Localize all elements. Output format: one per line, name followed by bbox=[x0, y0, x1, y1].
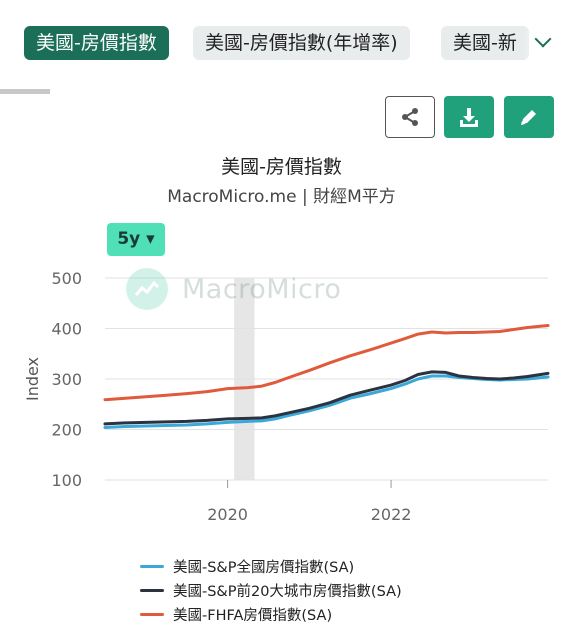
legend-label: 美國-FHFA房價指數(SA) bbox=[173, 607, 333, 624]
chart-title: 美國-房價指數 bbox=[221, 156, 342, 178]
share-icon bbox=[402, 108, 418, 126]
y-tick-label: 100 bbox=[51, 471, 82, 490]
legend-item[interactable]: 美國-FHFA房價指數(SA) bbox=[140, 602, 402, 626]
legend-label: 美國-S&P前20大城市房價指數(SA) bbox=[173, 583, 402, 600]
y-tick-label: 300 bbox=[51, 370, 82, 389]
download-button[interactable] bbox=[444, 96, 494, 138]
series-line-1 bbox=[103, 370, 550, 426]
y-axis-label: Index bbox=[23, 357, 42, 401]
period-selector[interactable]: 5y ▾ bbox=[107, 223, 165, 256]
legend-item[interactable]: 美國-S&P全國房價指數(SA) bbox=[140, 554, 402, 578]
edit-button[interactable] bbox=[504, 96, 554, 138]
y-tick-label: 400 bbox=[51, 320, 82, 339]
legend-swatch bbox=[140, 588, 164, 592]
chart-legend: 美國-S&P全國房價指數(SA) 美國-S&P前20大城市房價指數(SA) 美國… bbox=[140, 554, 402, 626]
x-tick-label: 2022 bbox=[371, 505, 412, 524]
legend-swatch bbox=[140, 612, 164, 616]
chart-subtitle: MacroMicro.me | 財經M平方 bbox=[167, 187, 396, 207]
scroll-indicator bbox=[0, 89, 50, 94]
series-line-0 bbox=[103, 374, 550, 429]
watermark: MacroMicro bbox=[126, 268, 341, 310]
legend-swatch bbox=[140, 564, 164, 568]
chart-logo-icon bbox=[126, 268, 168, 310]
legend-label: 美國-S&P全國房價指數(SA) bbox=[173, 559, 355, 576]
tab-new-home[interactable]: 美國-新 bbox=[441, 26, 529, 60]
y-tick-label: 200 bbox=[51, 421, 82, 440]
watermark-text: MacroMicro bbox=[182, 273, 342, 305]
tab-bar: 美國-房價指數 美國-房價指數(年增率) 美國-新 bbox=[0, 0, 563, 70]
tab-house-price-index-yoy[interactable]: 美國-房價指數(年增率) bbox=[193, 26, 410, 60]
share-button[interactable] bbox=[385, 96, 435, 138]
y-tick-label: 500 bbox=[51, 269, 82, 288]
pencil-icon bbox=[521, 110, 536, 125]
line-chart: 100 200 300 400 500 2020 2022 Index bbox=[23, 269, 550, 524]
download-icon bbox=[460, 108, 478, 127]
legend-item[interactable]: 美國-S&P前20大城市房價指數(SA) bbox=[140, 578, 402, 602]
x-tick-label: 2020 bbox=[207, 505, 248, 524]
tab-house-price-index[interactable]: 美國-房價指數 bbox=[24, 26, 169, 60]
series-line-2 bbox=[103, 324, 550, 402]
tab-overflow-fade bbox=[523, 22, 563, 66]
